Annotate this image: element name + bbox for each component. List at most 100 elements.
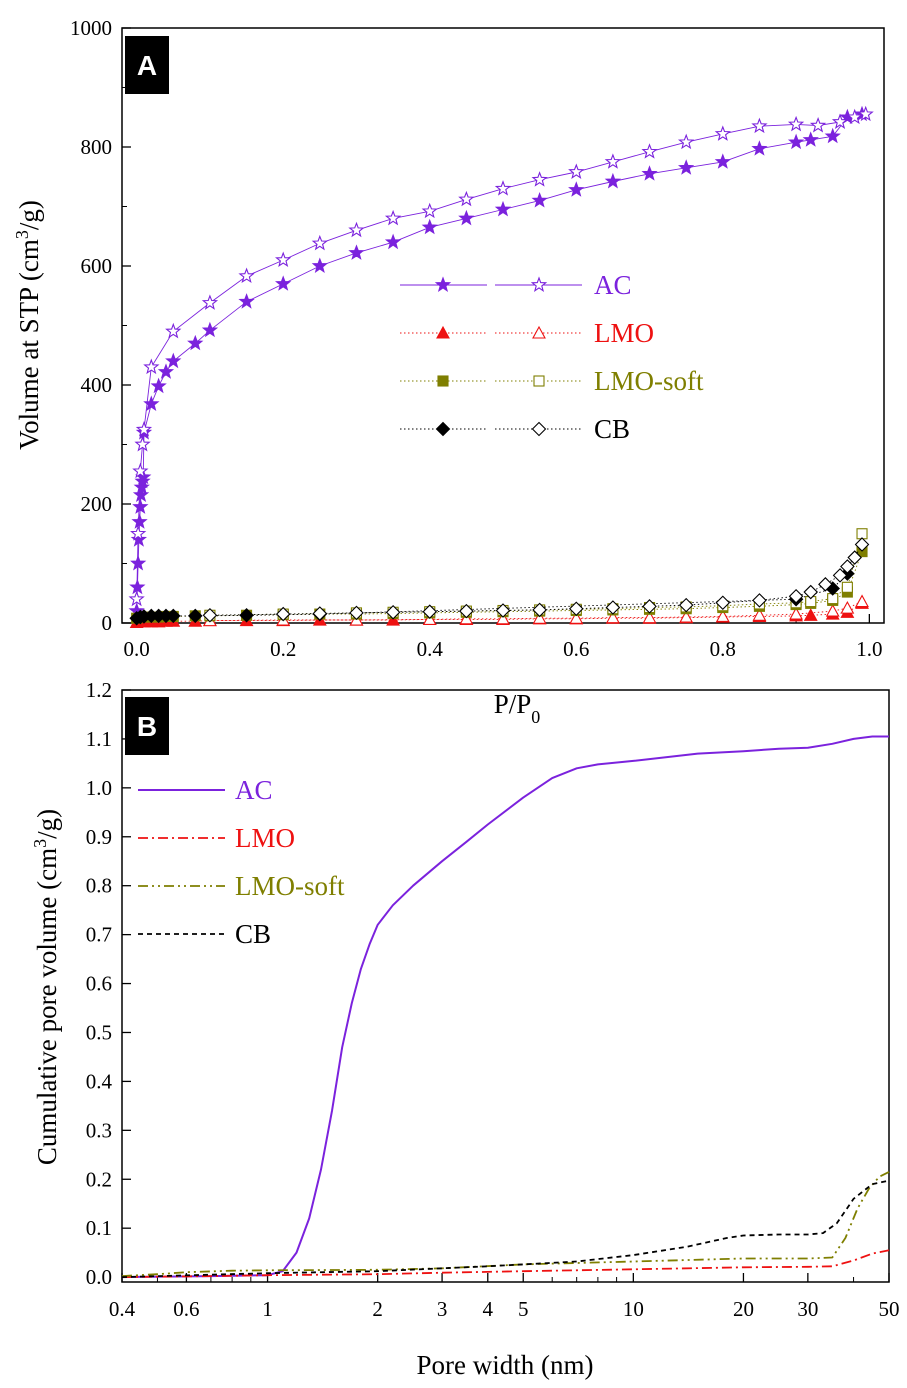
a-series-0-desorption-point — [751, 117, 768, 134]
a-series-3-desorption-point — [568, 601, 584, 616]
a-series-0-desorption-line — [136, 113, 866, 600]
a-series-0-desorption-point — [143, 358, 160, 375]
panel-a-tag-box — [125, 36, 169, 94]
a-series-0-desorption-point — [809, 117, 827, 133]
a-series-2-desorption-point — [841, 581, 853, 593]
a-x-tick-label: 0.4 — [417, 637, 444, 661]
a-y-tick-label: 400 — [81, 373, 113, 397]
a-series-3-desorption-point — [854, 537, 870, 552]
panel-a-legend: AC LMO LMO-soft CB — [400, 270, 704, 444]
a-series-0-adsorption-point — [132, 498, 149, 514]
a-series-0-adsorption-point — [494, 200, 512, 217]
b-legend-label: CB — [235, 919, 271, 949]
a-series-0-desorption-point — [134, 435, 151, 452]
b-y-tick-label: 0.9 — [86, 825, 112, 849]
b-legend-label: LMO — [235, 823, 295, 853]
a-legend-marker-open — [532, 325, 546, 339]
a-series-0-desorption-point — [201, 294, 219, 310]
a-legend-marker-filled — [436, 325, 450, 339]
b-x-tick-label: 0.6 — [173, 1297, 199, 1321]
panel-b-ticks: 0.4 0.6 1 2 3 4 5 10 20 30 50 0.0 0.1 0.2 0.3 0.4 0.5 0.6… — [86, 678, 900, 1321]
a-series-3-desorption-line — [209, 544, 863, 616]
a-series-0-adsorption-point — [150, 377, 167, 394]
a-series-3-desorption-point — [847, 550, 862, 565]
b-y-tick-label: 0.1 — [86, 1216, 112, 1240]
a-series-3-desorption-point — [349, 605, 364, 621]
a-series-0-adsorption-point — [130, 531, 147, 547]
a-series-0-desorption-point — [857, 105, 874, 122]
a-series-0-adsorption-point — [133, 478, 150, 495]
a-series-0-adsorption-point — [568, 181, 585, 197]
panel-b-frame — [121, 689, 890, 1283]
a-series-0-adsorption-point — [238, 293, 255, 309]
a-series-3-desorption-point — [818, 577, 833, 592]
b-x-tick-label: 2 — [372, 1297, 383, 1321]
a-series-0-adsorption-point — [201, 321, 219, 338]
a-series-0-adsorption-point — [143, 395, 160, 411]
a-series-0-desorption-point — [421, 202, 438, 219]
panel-a-plot-area — [128, 105, 874, 628]
a-series-3-desorption-point — [715, 595, 731, 611]
a-series-0-adsorption-point — [678, 159, 695, 175]
a-series-3-desorption-point — [788, 588, 804, 604]
a-series-0-desorption-point — [128, 590, 145, 607]
a-series-0-desorption-point — [604, 153, 622, 169]
a-series-0-adsorption-point — [531, 192, 548, 208]
a-series-0-desorption-point — [135, 421, 153, 437]
a-legend-marker-open — [533, 375, 545, 387]
a-series-0-desorption-point — [165, 322, 182, 339]
a-series-3-desorption-point — [642, 599, 657, 614]
panel-b-plot-area — [121, 735, 890, 1279]
a-series-3-desorption-point — [752, 593, 767, 608]
b-x-tick-label: 3 — [437, 1297, 448, 1321]
a-series-1-desorption-point — [532, 611, 547, 624]
b-y-tick-label: 0.8 — [86, 874, 112, 898]
a-legend-marker-filled — [435, 421, 451, 437]
a-series-0-desorption-point — [132, 462, 149, 479]
b-series-1-line — [121, 1249, 890, 1278]
a-series-0-desorption-point — [130, 525, 147, 541]
panel-a-tag: A — [137, 50, 157, 81]
panel-b-legend: AC LMO LMO-soft CB — [138, 775, 345, 949]
a-series-0-desorption-point — [641, 143, 658, 159]
b-x-tick-label: 10 — [623, 1297, 644, 1321]
a-series-0-desorption-point — [568, 163, 585, 179]
a-series-1-desorption-point — [679, 609, 694, 623]
a-series-1-desorption-point — [605, 610, 620, 624]
a-series-3-desorption-point — [840, 559, 855, 574]
a-series-3-adsorption-point — [187, 608, 203, 624]
b-x-tick-label: 5 — [518, 1297, 529, 1321]
panel-a: 0.0 0.2 0.4 0.6 0.8 1.0 0 200 400 600 800 1000 AC LM… — [12, 16, 885, 727]
a-series-0-desorption-point — [677, 133, 695, 150]
panel-b-tag: B — [137, 711, 157, 742]
panel-b-y-axis-label: Cumulative pore volume (cm3/g) — [30, 809, 62, 1165]
a-series-0-adsorption-point — [714, 153, 732, 169]
a-series-0-desorption-point — [348, 221, 365, 238]
a-series-0-adsorption-point — [751, 140, 768, 156]
a-series-1-desorption-point — [825, 603, 840, 617]
a-series-3-desorption-point — [803, 584, 819, 600]
b-y-tick-label: 0.4 — [86, 1069, 113, 1093]
b-series-2-line — [121, 1171, 890, 1277]
panel-b-tag-box — [125, 697, 169, 755]
a-legend-marker-open — [530, 276, 548, 292]
a-series-0-desorption-point — [714, 125, 732, 141]
a-x-tick-label: 1.0 — [856, 637, 882, 661]
panel-a-y-axis-label: Volume at STP (cm3/g) — [12, 200, 44, 450]
a-series-3-desorption-point — [532, 602, 547, 618]
a-series-1-desorption-point — [642, 610, 657, 624]
a-x-tick-label: 0.8 — [710, 637, 736, 661]
a-series-0-adsorption-point — [824, 127, 841, 144]
a-series-0-adsorption-point — [348, 244, 365, 260]
a-series-0-desorption-point — [311, 234, 328, 251]
a-series-3-desorption-point — [832, 568, 848, 583]
b-y-tick-label: 0.3 — [86, 1118, 112, 1142]
a-series-0-adsorption-point — [274, 275, 292, 291]
a-series-0-desorption-point — [274, 251, 292, 267]
b-x-tick-label: 0.4 — [109, 1297, 136, 1321]
a-series-0-adsorption-point — [187, 334, 204, 351]
a-x-tick-label: 0.6 — [563, 637, 589, 661]
b-y-tick-label: 1.0 — [86, 776, 112, 800]
a-series-0-desorption-point — [384, 209, 402, 226]
b-series-0-line — [121, 735, 889, 1279]
